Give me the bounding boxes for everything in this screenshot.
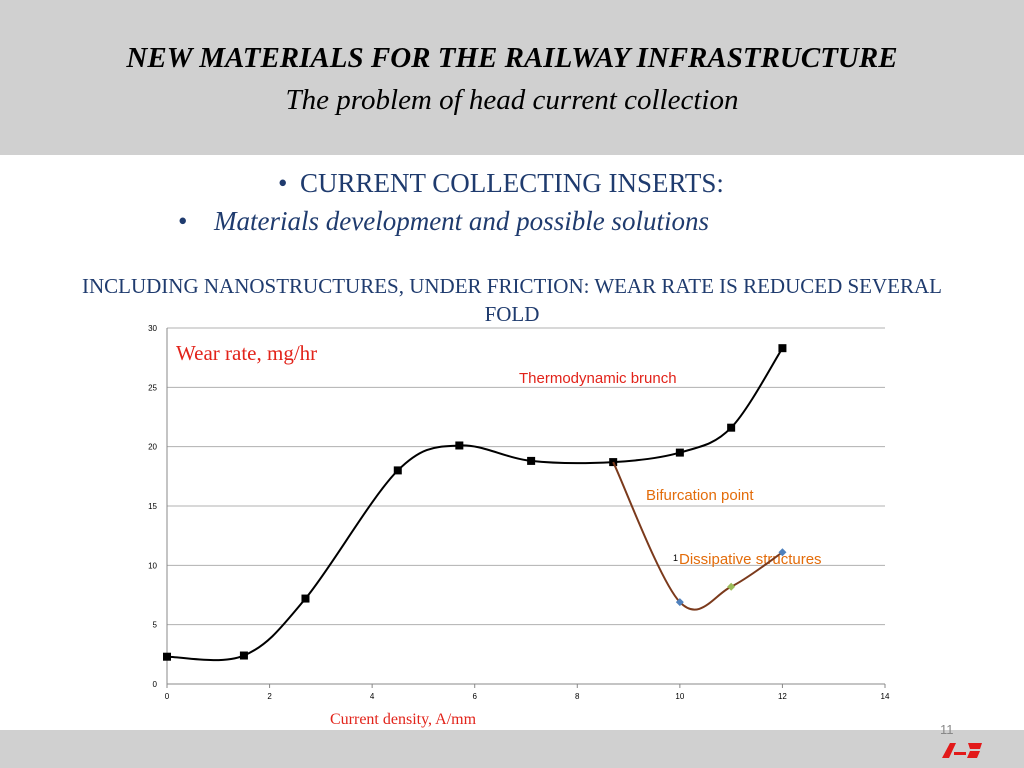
annotation: Bifurcation point [646,487,754,504]
marker [778,548,787,557]
heading: INCLUDING NANOSTRUCTURES, UNDER FRICTION… [81,274,943,326]
title: NEW MATERIALS FOR THE RAILWAY INFRASTRUC… [126,42,898,74]
y-tick-label: 30 [148,324,157,333]
y-tick-label: 20 [148,443,157,452]
y-tick-label: 0 [153,680,158,689]
x-tick-label: 6 [472,692,477,701]
label-background [170,336,370,386]
footer-band [0,730,1024,768]
bullet-marker: • [178,206,188,236]
marker [455,441,464,450]
x-tick-label: 0 [165,692,170,701]
x-tick-label: 14 [881,692,890,701]
bullet: CURRENT COLLECTING INSERTS: [300,168,724,198]
marker [527,456,536,465]
annotation: Dissipative structures [679,551,822,568]
marker [239,651,248,660]
x-tick-label: 10 [675,692,684,701]
marker [727,582,736,591]
header-band [0,0,1024,155]
y-tick-label: 5 [153,621,158,630]
line [166,347,784,662]
y-tick-label: 10 [148,561,157,570]
subtitle: The problem of head current collection [285,84,739,116]
logo [942,743,982,758]
annotation: Thermodynamic brunch [519,370,677,387]
x-tick-label: 12 [778,692,787,701]
marker [675,448,684,457]
line [612,461,783,611]
bullet-marker: • [278,168,288,198]
page-number: 11 [940,722,954,737]
marker [163,652,171,661]
x-axis-label: Current density, A/mm [330,711,477,728]
x-tick-label: 8 [575,692,580,701]
x-tick-label: 2 [267,692,272,701]
y-tick-label: 25 [148,383,157,392]
marker [727,423,736,432]
marker [675,598,684,607]
marker [778,344,787,353]
y-tick-label: 15 [148,502,157,511]
marker [393,466,402,475]
annotation: 1 [673,553,678,563]
bullet: Materials development and possible solut… [214,206,709,236]
marker [301,594,310,603]
y-axis-label: Wear rate, mg/hr [176,341,317,365]
x-tick-label: 4 [370,692,375,701]
